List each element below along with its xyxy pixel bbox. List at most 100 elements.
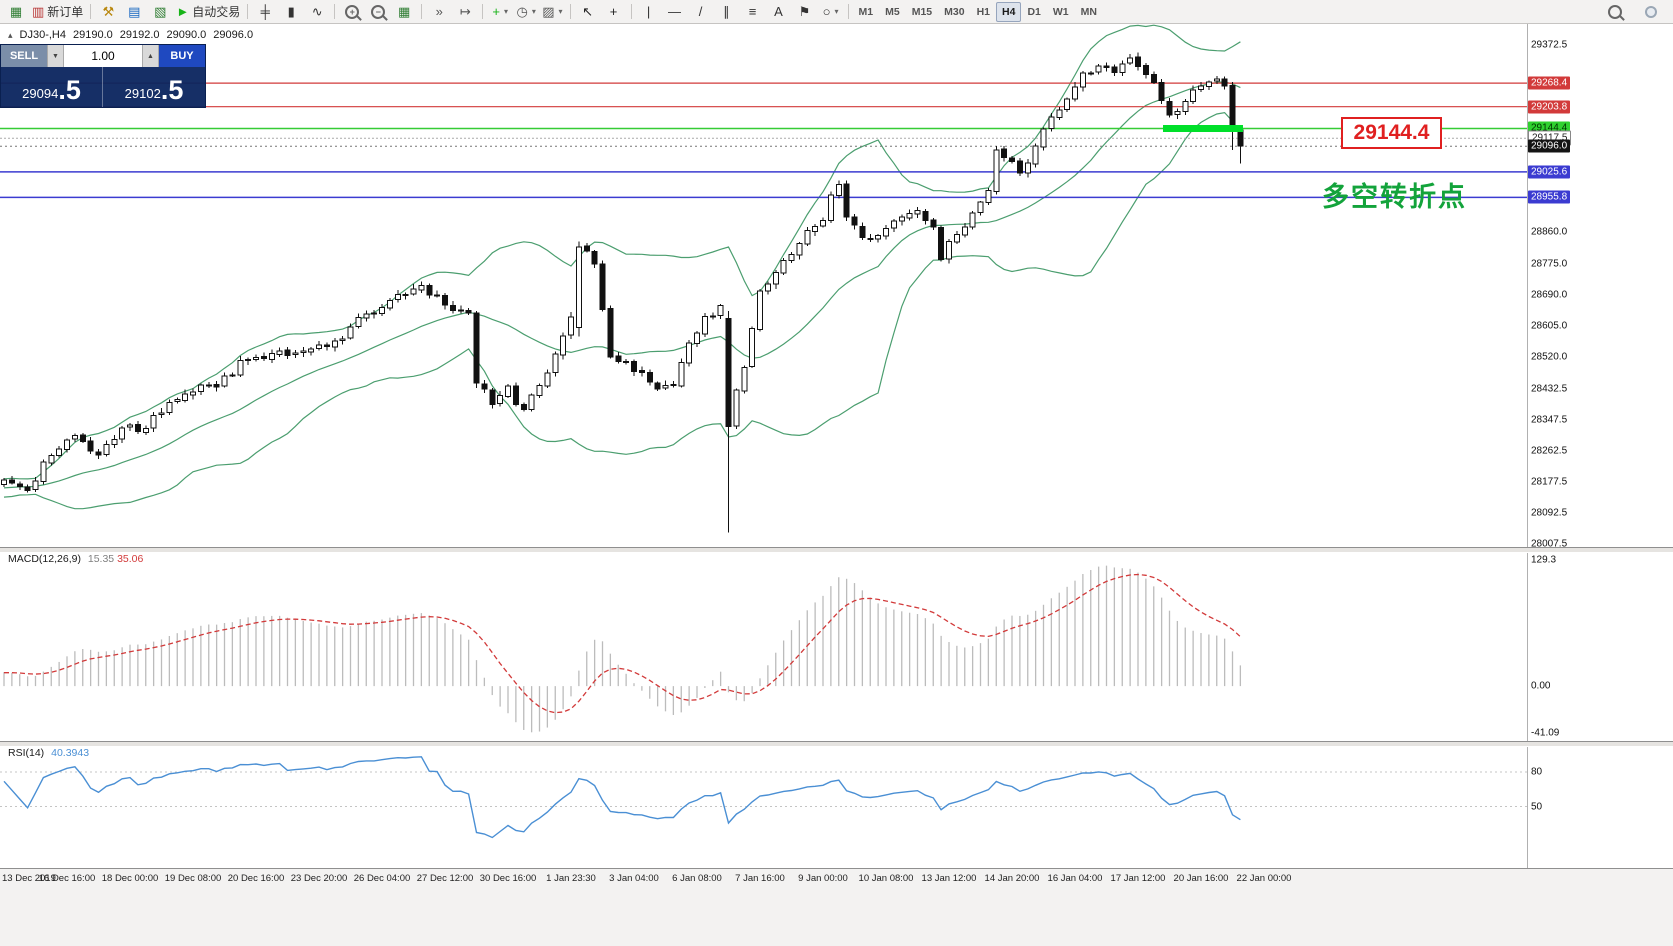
sell-price-big: .5 — [58, 75, 81, 105]
sell-price[interactable]: 29094 .5 — [1, 67, 103, 107]
toolbar-separator — [90, 4, 92, 19]
text-icon[interactable]: A — [774, 4, 783, 19]
new-chart-icon[interactable]: ▦ — [9, 4, 23, 19]
price-level-badge: 29025.6 — [1528, 165, 1571, 179]
bar-chart-icon[interactable]: ╪ — [260, 4, 270, 19]
price-scale-label: 28177.5 — [1531, 476, 1568, 488]
timeframe-MN[interactable]: MN — [1080, 5, 1097, 18]
rsi-pane-label: RSI(14) 40.3943 — [8, 747, 89, 759]
note-text: 多空转折点 — [1322, 182, 1467, 212]
time-axis-label: 23 Dec 20:00 — [290, 873, 348, 884]
ohlc-close: 29096.0 — [213, 29, 254, 41]
time-axis-label: 19 Dec 08:00 — [164, 873, 222, 884]
timeframe-H4[interactable]: H4 — [996, 1, 1022, 22]
time-axis-label: 10 Jan 08:00 — [858, 873, 914, 884]
price-level-badge: 28955.8 — [1528, 190, 1571, 204]
rsi-name: RSI(14) — [8, 747, 45, 759]
pane-separator-macd[interactable] — [0, 547, 1673, 553]
timeframe-D1[interactable]: D1 — [1027, 5, 1041, 18]
crosshair-icon[interactable]: + — [609, 4, 618, 19]
zoom-out-icon[interactable]: − — [365, 2, 391, 22]
vertical-line-icon[interactable]: | — [646, 4, 651, 19]
time-axis-label: 1 Jan 23:30 — [546, 873, 596, 884]
time-axis[interactable] — [0, 868, 1673, 946]
timeframe-H1[interactable]: H1 — [976, 5, 991, 18]
toolbox-icon[interactable]: ⚒ — [102, 4, 115, 19]
macd-scale-min: -41.09 — [1531, 727, 1560, 739]
toolbar-separator — [247, 4, 249, 19]
price-scale-label: 28007.5 — [1531, 538, 1568, 550]
buy-button[interactable]: BUY — [159, 45, 205, 67]
time-axis-label: 16 Dec 16:00 — [38, 873, 96, 884]
candlestick-chart-icon[interactable]: ▮ — [287, 4, 295, 19]
buy-price-small: 29102 — [124, 86, 161, 101]
ohlc-high: 29192.0 — [119, 29, 160, 41]
zoom-in-icon[interactable]: + — [339, 2, 365, 22]
rsi-scale-label: 80 — [1531, 766, 1543, 778]
profile-icon[interactable] — [1638, 2, 1664, 22]
label-icon[interactable]: ⚑ — [798, 4, 811, 19]
volume-increase-button[interactable]: ▲ — [142, 45, 159, 67]
fibonacci-icon[interactable]: ≡ — [748, 4, 757, 19]
toolbar-separator — [421, 4, 423, 19]
toolbar-separator — [482, 4, 484, 19]
macd-main-value: 15.35 — [87, 553, 115, 565]
toolbar: ▦ ▥ 新订单 ⚒ ▤ ▧ ► 自动交易 ╪ ▮ ∿ + − ▦» ↦ + ▾ ◷ ▾ ▨ ▾ ↖ + | — / ∥ ≡ A ⚑ ○ ▾ M1… — [0, 0, 1673, 24]
line-chart-icon[interactable]: ∿ — [311, 4, 323, 19]
timeframe-M1[interactable]: M1 — [858, 5, 874, 18]
price-scale-label: 28860.0 — [1531, 226, 1568, 238]
channel-icon[interactable]: ∥ — [723, 4, 730, 19]
price-callout: 29144.4 — [1341, 117, 1442, 149]
macd-scale-zero: 0.00 — [1531, 680, 1551, 692]
time-axis-label: 20 Dec 16:00 — [227, 873, 285, 884]
volume-decrease-button[interactable]: ▼ — [47, 45, 64, 67]
macd-pane-label: MACD(12,26,9) 15.35 35.06 — [8, 553, 143, 565]
time-axis-label: 9 Jan 00:00 — [798, 873, 848, 884]
cursor-icon[interactable]: ↖ — [582, 4, 593, 19]
navigator-icon[interactable]: ▧ — [154, 4, 167, 19]
macd-scale-max: 129.3 — [1531, 554, 1557, 566]
time-axis-label: 13 Jan 12:00 — [921, 873, 977, 884]
search-icon[interactable] — [1602, 2, 1628, 22]
rsi-scale-label: 50 — [1531, 801, 1543, 812]
timeframe-M5[interactable]: M5 — [885, 5, 900, 18]
price-scale-label: 28520.0 — [1531, 351, 1568, 363]
shapes-icon[interactable]: ○ ▾ — [822, 4, 839, 19]
price-scale-label: 28690.0 — [1531, 289, 1568, 301]
time-axis-label: 17 Jan 12:00 — [1110, 873, 1166, 884]
pane-separator-rsi[interactable] — [0, 741, 1673, 747]
symbol-name: DJ30-,H4 — [19, 29, 66, 41]
buy-price[interactable]: 29102 .5 — [103, 67, 205, 107]
timeframe-W1[interactable]: W1 — [1052, 5, 1069, 18]
ohlc-open: 29190.0 — [73, 29, 113, 41]
timeframe-M30[interactable]: M30 — [944, 5, 965, 18]
market-watch-icon[interactable]: ▤ — [128, 4, 141, 19]
indicators-icon[interactable]: + ▾ — [492, 4, 508, 19]
one-click-trading-widget: SELL ▼ ▲ BUY 29094 .5 29102 .5 — [0, 44, 206, 108]
sell-button[interactable]: SELL — [1, 45, 47, 67]
toolbar-separator — [569, 4, 571, 19]
ohlc-low: 29090.0 — [166, 29, 207, 41]
templates-icon[interactable]: ▨ ▾ — [542, 4, 563, 19]
buy-price-big: .5 — [160, 75, 184, 105]
trendline-icon[interactable]: / — [698, 4, 703, 19]
time-axis-label: 13 Dec 2019 — [2, 873, 56, 884]
sell-price-small: 29094 — [22, 86, 59, 101]
oneclick-toggle-icon[interactable]: ▴ — [8, 29, 13, 40]
chart-shift-icon[interactable]: ↦ — [459, 4, 471, 19]
volume-input[interactable] — [64, 45, 142, 67]
autotrade-button[interactable]: ► 自动交易 — [176, 4, 241, 19]
timeframe-M15[interactable]: M15 — [911, 5, 933, 18]
time-axis-label: 14 Jan 20:00 — [984, 873, 1040, 884]
rsi-value: 40.3943 — [51, 747, 90, 759]
auto-scroll-icon[interactable]: » — [435, 4, 443, 19]
price-level-badge: 29096.0 — [1528, 139, 1571, 153]
macd-signal-value: 35.06 — [117, 553, 144, 565]
price-scale-label: 28092.5 — [1531, 507, 1568, 519]
new-order-button[interactable]: ▥ 新订单 — [32, 4, 84, 19]
horizontal-line-icon[interactable]: — — [668, 4, 682, 19]
tile-windows-icon[interactable]: ▦ — [398, 4, 411, 19]
periods-icon[interactable]: ◷ ▾ — [516, 4, 536, 19]
